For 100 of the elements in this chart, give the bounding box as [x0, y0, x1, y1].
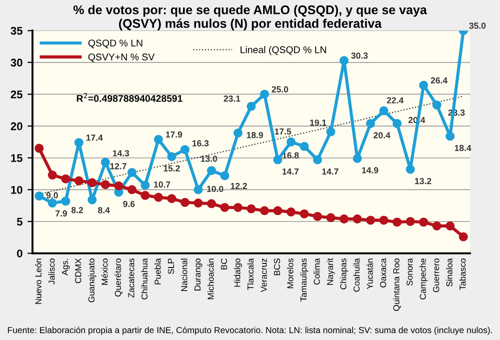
x-tick-label: Quintana Roo	[393, 258, 401, 311]
point	[154, 134, 163, 144]
x-tick-label: Sinaloa	[446, 258, 452, 286]
source-note: Fuente: Elaboración propia a partir de INE, Cómputo Revocatorio. Nota: LN: lista nominal; SV: suma de votos (incluye nulos).	[8, 326, 492, 335]
x-tick-label: BCS	[274, 258, 280, 276]
y-tick-label: 0	[17, 250, 22, 258]
chart-title: % de votos por: que se quede AMLO (QSQD), y que se vaya (QSVY) más nulos (N) por entidad federativa	[73, 5, 427, 30]
annotation: R$^{2}$=0.498788940428591	[76, 93, 182, 102]
data-label: 13.2	[415, 178, 432, 184]
point	[340, 214, 349, 224]
point	[100, 180, 110, 190]
point	[88, 195, 97, 204]
x-tick-label: SLP	[168, 258, 174, 274]
x-tick-label: Puebla	[154, 258, 161, 284]
point	[233, 128, 243, 138]
x-tick-label: Guerrero	[433, 258, 440, 292]
point	[127, 168, 136, 178]
x-tick-label: Colima	[314, 258, 320, 285]
point	[366, 216, 376, 225]
data-label: 23.1	[224, 96, 240, 102]
data-label: 22.4	[386, 97, 404, 104]
y-tick-label: 20	[10, 122, 22, 130]
point	[379, 216, 388, 225]
point	[260, 90, 270, 99]
y-tick-label: 15	[11, 154, 22, 162]
x-tick-label: Nacional	[180, 258, 188, 291]
data-label: 18.4	[454, 144, 472, 152]
point	[194, 198, 203, 208]
point	[61, 174, 70, 184]
x-tick-label: BC	[220, 258, 228, 270]
data-label: 16.8	[282, 152, 299, 158]
x-tick-label: Yucatán	[366, 258, 373, 290]
data-label: 9.0	[46, 192, 58, 198]
data-label: 17.4	[86, 134, 103, 141]
data-label: 25.0	[272, 86, 288, 92]
x-tick-label: Nayarit	[326, 258, 335, 285]
x-tick-label: Chiapas	[340, 258, 348, 290]
point	[340, 56, 349, 66]
x-tick-label: Durango	[194, 258, 202, 290]
point	[432, 221, 442, 230]
data-label: 13.0	[200, 156, 218, 162]
legend-label: QSVY+N % SV	[88, 54, 155, 62]
data-label: 8.2	[71, 207, 84, 214]
x-tick-label: Zacatecas	[128, 258, 134, 298]
point	[392, 218, 402, 227]
point	[88, 178, 97, 188]
data-label: 19.1	[310, 120, 326, 126]
point	[326, 213, 336, 222]
point	[300, 142, 309, 151]
x-tick-label: Guanajuato	[88, 258, 96, 302]
data-label: 12.2	[230, 182, 247, 190]
point	[392, 118, 402, 128]
x-tick-label: Tlaxcala	[247, 258, 254, 290]
point	[406, 216, 415, 226]
x-tick-label: Campeche	[420, 258, 428, 300]
x-tick-label: Jalisco	[48, 258, 55, 284]
point	[154, 192, 163, 202]
data-label: 10.7	[154, 181, 170, 188]
point	[74, 138, 84, 148]
point	[48, 170, 57, 180]
point	[446, 132, 455, 141]
point	[206, 166, 216, 176]
x-tick-label: Sonora	[406, 258, 413, 286]
point	[379, 106, 388, 116]
point	[206, 199, 216, 208]
point	[286, 207, 296, 216]
data-label: 10.0	[207, 186, 224, 192]
data-label: 12.7	[110, 163, 126, 170]
point	[194, 185, 203, 194]
data-label: 14.7	[322, 168, 338, 175]
x-tick-label: Chihuahua	[141, 258, 148, 300]
data-label: 26.4	[430, 77, 448, 84]
legend-label: QSQD % LN	[88, 40, 142, 48]
x-tick-label: Tabasco	[459, 258, 466, 290]
point	[366, 118, 376, 128]
point	[180, 145, 190, 154]
point	[352, 154, 362, 164]
point	[419, 218, 428, 227]
x-tick-label: CDMX	[75, 258, 82, 284]
x-tick-label: Tamaulipas	[300, 258, 308, 302]
point	[432, 100, 442, 110]
point	[127, 185, 136, 194]
x-tick-label: Ags.	[62, 258, 70, 276]
y-tick-label: 10	[11, 186, 22, 194]
x-tick-label: Nuevo León	[35, 258, 42, 304]
point	[406, 164, 415, 174]
y-tick-label: 35	[10, 26, 22, 35]
data-label: 14.9	[362, 167, 378, 174]
y-tick-label: 5	[16, 218, 22, 226]
x-tick-label: Michoacán	[207, 258, 214, 300]
point	[180, 198, 190, 207]
x-tick-label: Querétaro	[114, 258, 123, 297]
point	[48, 198, 57, 208]
y-tick-label: 30	[10, 58, 22, 67]
x-tick-label: Hidalgo	[234, 258, 242, 287]
point	[220, 171, 230, 180]
point	[74, 176, 84, 186]
legend-label: Lineal (QSQD % LN	[240, 46, 326, 56]
point	[233, 202, 243, 212]
point	[352, 214, 362, 224]
